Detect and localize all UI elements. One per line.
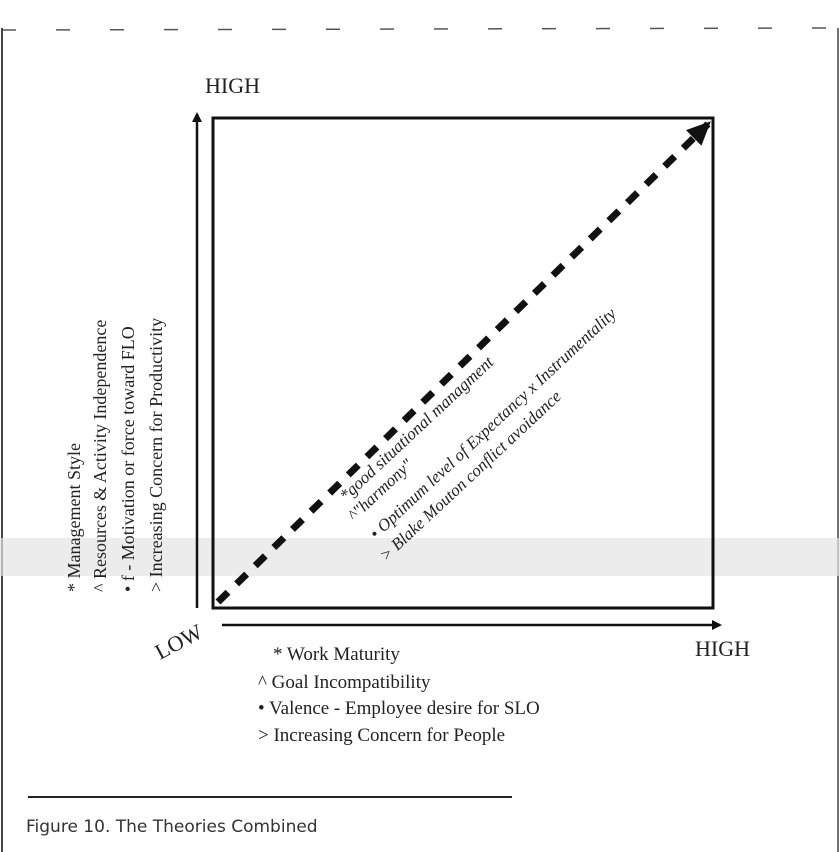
x-labels: * Work Maturity ^ Goal Incompatibility •… [258, 644, 540, 746]
x-high-label: HIGH [695, 636, 750, 661]
y-label: * Management Style [64, 443, 84, 592]
low-label: LOW [151, 619, 207, 665]
diagonal-arrow [215, 121, 711, 605]
diagonal-label: • Optimum level of Expectancy x Instrume… [366, 304, 620, 543]
frame-top [1, 27, 839, 31]
scan-band [0, 538, 840, 576]
diagonal-labels: *good situational managment ^"harmony" •… [336, 304, 620, 565]
x-label: • Valence - Employee desire for SLO [258, 698, 540, 719]
y-label: ^ Resources & Activity Independence [90, 320, 110, 592]
y-label: • f - Motivation or force toward FLO [118, 326, 138, 592]
x-label: ^ Goal Incompatibility [258, 672, 431, 693]
x-label: * Work Maturity [273, 644, 400, 665]
y-high-label: HIGH [205, 73, 260, 98]
x-label: > Increasing Concern for People [258, 725, 505, 746]
y-label: > Increasing Concern for Productivity [146, 318, 166, 592]
y-labels: * Management Style ^ Resources & Activit… [64, 318, 166, 592]
caption: Figure 10. The Theories Combined [26, 817, 318, 837]
grid-box [211, 116, 715, 610]
